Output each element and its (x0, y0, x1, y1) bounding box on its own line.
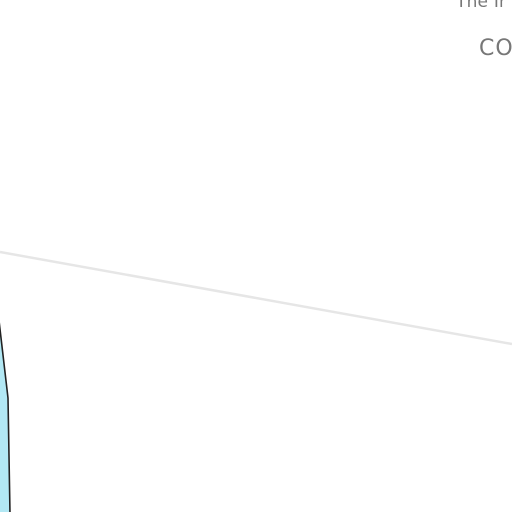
water-body (0, 329, 10, 512)
water-outline (0, 322, 11, 512)
area-label: CO (479, 36, 512, 61)
street-label: The Ir (456, 0, 507, 12)
road-line (0, 250, 512, 346)
